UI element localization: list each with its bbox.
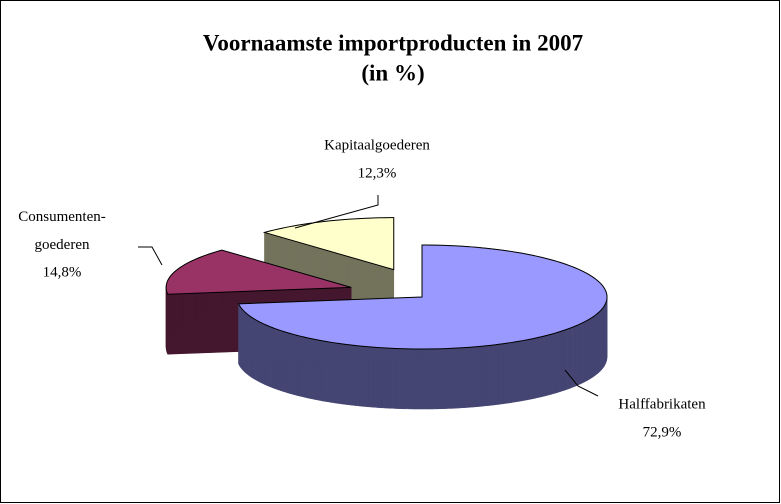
- slice-side: [477, 345, 483, 407]
- slice-side: [436, 348, 442, 410]
- slice: [237, 244, 608, 410]
- slice-side: [560, 329, 565, 392]
- slice-side: [557, 330, 562, 393]
- slice-side: [431, 348, 438, 410]
- slice-side: [584, 320, 588, 383]
- slice-side: [422, 348, 428, 410]
- slice-side: [582, 321, 586, 384]
- leader-line: [294, 195, 379, 229]
- slice-side: [579, 322, 583, 385]
- slice-side: [572, 325, 576, 388]
- slice-side: [502, 342, 508, 405]
- slice-top: [237, 244, 608, 350]
- slice-side: [518, 340, 524, 402]
- slice-side: [514, 340, 520, 403]
- slice-side: [530, 337, 535, 400]
- slice-side: [468, 346, 474, 408]
- slice-side: [566, 327, 571, 390]
- slice-side: [537, 336, 542, 398]
- slice-side: [418, 348, 424, 410]
- slice-side: [506, 342, 512, 404]
- slice-side: [574, 324, 579, 387]
- chart-title: Voornaamste importproducten in 2007: [203, 30, 583, 55]
- value-label: 12,3%: [358, 165, 397, 181]
- value-label: 72,9%: [643, 424, 682, 440]
- slice-side: [454, 347, 460, 409]
- slice-side: [408, 348, 415, 410]
- leader-line: [564, 369, 599, 397]
- slice-label: Kapitaalgoederen: [324, 137, 430, 153]
- slice-side: [554, 331, 559, 394]
- slice-side: [551, 332, 556, 395]
- slice-side: [463, 347, 469, 408]
- slice-side: [472, 346, 478, 408]
- slice-side: [541, 335, 546, 398]
- slice-side: [544, 334, 549, 397]
- slice-side: [459, 347, 465, 409]
- slice-side: [533, 337, 539, 399]
- label-line: Consumenten-: [18, 209, 106, 225]
- value-label: 14,8%: [43, 264, 82, 280]
- slice-top: [165, 249, 352, 295]
- slice-side: [441, 348, 447, 410]
- slice-side: [481, 345, 487, 407]
- leader-line: [138, 246, 163, 266]
- slice-side: [450, 347, 456, 409]
- slice-side: [413, 348, 419, 410]
- slice-side: [522, 339, 528, 401]
- slice-side: [490, 344, 495, 406]
- slice-side: [563, 328, 568, 391]
- slice-side: [548, 333, 552, 396]
- chart-subtitle: (in %): [361, 60, 424, 85]
- slice-side: [485, 344, 491, 407]
- slice-side: [577, 323, 581, 386]
- slice-side: [510, 341, 516, 403]
- slice-side: [494, 343, 500, 406]
- slice-side: [526, 338, 531, 401]
- slice-label: Halffabrikaten: [618, 396, 706, 412]
- slice-side: [445, 348, 451, 409]
- slice-side: [427, 348, 433, 410]
- slice-top: [262, 217, 395, 271]
- label-line: goederen: [35, 237, 90, 253]
- pie: [165, 217, 608, 410]
- slice-side: [498, 343, 504, 405]
- slice-side: [586, 318, 590, 382]
- slice-label: Consumenten-goederen: [18, 209, 106, 253]
